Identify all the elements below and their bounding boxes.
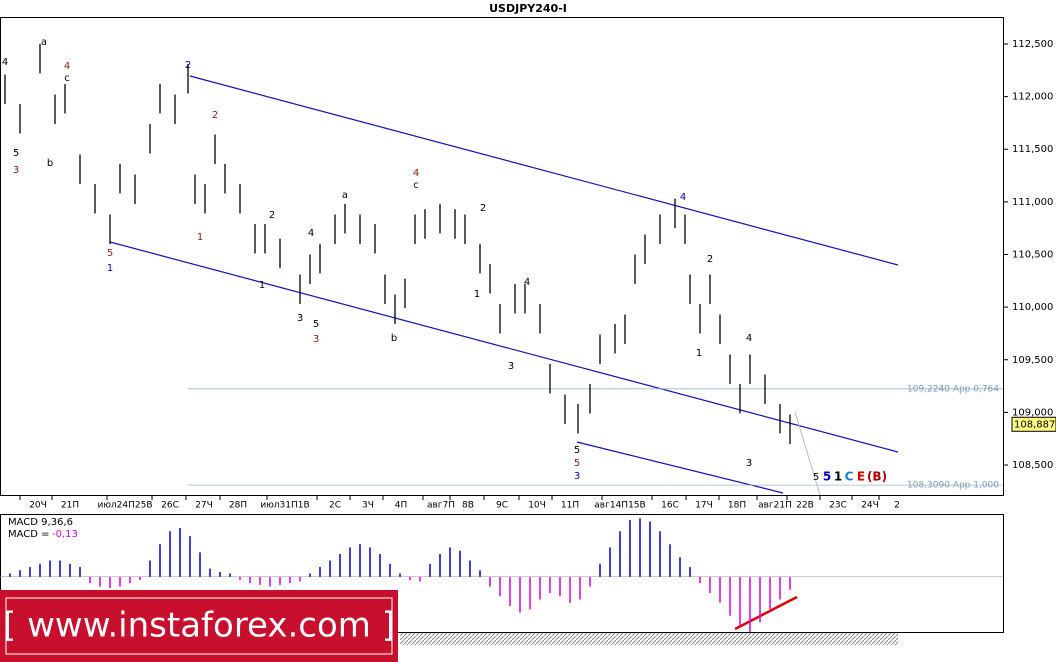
- y-tick-label: 110,000: [1012, 302, 1053, 313]
- wave-label: 4: [64, 61, 70, 72]
- x-tick-label: авг14П15В: [594, 501, 645, 511]
- x-tick-label: июл24П25В: [97, 501, 152, 511]
- chart-title: USDJPY240-I: [489, 2, 567, 15]
- x-tick-label: 2: [894, 501, 900, 511]
- channel-upper: [189, 75, 899, 266]
- wave-label: b: [47, 158, 53, 169]
- wave-label: 3: [574, 471, 580, 482]
- wave-label: 3: [746, 458, 752, 469]
- wave-label: c: [413, 180, 419, 191]
- projection-line: [794, 411, 821, 496]
- x-tick-label: 16С: [661, 501, 679, 511]
- x-tick-label: 9С: [496, 501, 508, 511]
- wave-label: 4: [746, 333, 752, 344]
- wave-label: 2: [269, 210, 275, 221]
- wave-label: 2: [212, 110, 218, 121]
- y-tick-label: 110,500: [1012, 250, 1053, 261]
- level-label: 109,2240 App 0,764: [907, 384, 999, 394]
- wave-label: 3: [297, 313, 303, 324]
- y-tick-label: 108,500: [1012, 460, 1053, 471]
- channel-lower: [576, 441, 784, 494]
- x-tick-label: 26С: [161, 501, 179, 511]
- wave-label: 1: [259, 280, 265, 291]
- x-tick-label: 11П: [561, 501, 579, 511]
- wave-label: 5: [107, 248, 113, 259]
- y-tick-label: 112,000: [1012, 92, 1053, 103]
- wave-label: 1: [834, 470, 842, 484]
- x-tick-label: 24Ч: [861, 501, 879, 511]
- x-tick-label: 27Ч: [195, 501, 213, 511]
- wave-label: 3: [13, 165, 19, 176]
- y-tick-label: 109,000: [1012, 407, 1053, 418]
- wave-label: 5: [813, 472, 819, 483]
- wave-label: 4: [308, 228, 314, 239]
- wave-label: 1: [696, 348, 702, 359]
- x-tick-label: 20Ч: [29, 501, 47, 511]
- macd-title: MACD 9,36,6: [8, 517, 73, 528]
- x-tick-label: июл31П1В: [260, 501, 309, 511]
- wave-label: 5: [574, 445, 580, 456]
- watermark-border: [5, 597, 393, 655]
- y-tick-label: 109,500: [1012, 355, 1053, 366]
- wave-label: c: [64, 73, 70, 84]
- wave-label: 2: [185, 60, 191, 71]
- wave-label: E: [857, 470, 865, 484]
- wave-label: C: [845, 470, 854, 484]
- x-tick-label: 3Ч: [362, 501, 374, 511]
- wave-label: a: [41, 37, 47, 48]
- wave-label: 5: [13, 148, 19, 159]
- wave-label: (B): [867, 470, 887, 484]
- macd-current: -0,13: [52, 529, 78, 540]
- macd-frame: [0, 514, 1004, 633]
- current-price-box: [1011, 416, 1056, 432]
- y-tick-label: 112,500: [1012, 39, 1053, 50]
- wave-label: 3: [313, 334, 319, 345]
- x-tick-label: 2С: [329, 501, 341, 511]
- wave-label: 4: [524, 277, 530, 288]
- wave-label: 1: [474, 289, 480, 300]
- x-tick-label: авг21П: [758, 501, 792, 511]
- hatch-band: [400, 633, 898, 645]
- x-tick-label: 4П: [395, 501, 408, 511]
- wave-label: 2: [707, 254, 713, 265]
- wave-label: 3: [508, 361, 514, 372]
- macd-label: MACD =: [8, 529, 50, 540]
- x-tick-label: 18П: [728, 501, 746, 511]
- y-tick-label: 111,000: [1012, 197, 1053, 208]
- wave-label: 5: [574, 458, 580, 469]
- x-tick-label: 23С: [829, 501, 847, 511]
- x-tick-label: авг7П: [427, 501, 455, 511]
- y-tick-label: 111,500: [1012, 144, 1053, 155]
- wave-label: 5: [823, 470, 831, 484]
- x-tick-label: 10Ч: [528, 501, 546, 511]
- level-label: 108,3090 App 1,000: [907, 481, 999, 491]
- wave-label: 5: [313, 319, 319, 330]
- x-tick-label: 28П: [229, 501, 247, 511]
- price-frame: [0, 17, 1004, 496]
- macd-trend-line: [734, 595, 798, 631]
- wave-label: 2: [480, 203, 486, 214]
- wave-label: 1: [197, 232, 203, 243]
- channel-middle: [109, 241, 899, 453]
- x-tick-label: 8В: [462, 501, 474, 511]
- x-tick-label: 21П: [61, 501, 79, 511]
- wave-label: b: [391, 333, 397, 344]
- wave-label: 1: [107, 263, 113, 274]
- current-price-label: 108,887: [1014, 419, 1055, 430]
- wave-label: 4: [2, 57, 8, 68]
- wave-label: 4: [680, 192, 686, 203]
- wave-label: a: [342, 190, 348, 201]
- x-tick-label: 17Ч: [695, 501, 713, 511]
- x-tick-label: 22В: [796, 501, 814, 511]
- watermark-box: [0, 590, 398, 662]
- wave-label: 4: [413, 168, 419, 179]
- watermark: [ www.instaforex.com ]: [3, 606, 395, 646]
